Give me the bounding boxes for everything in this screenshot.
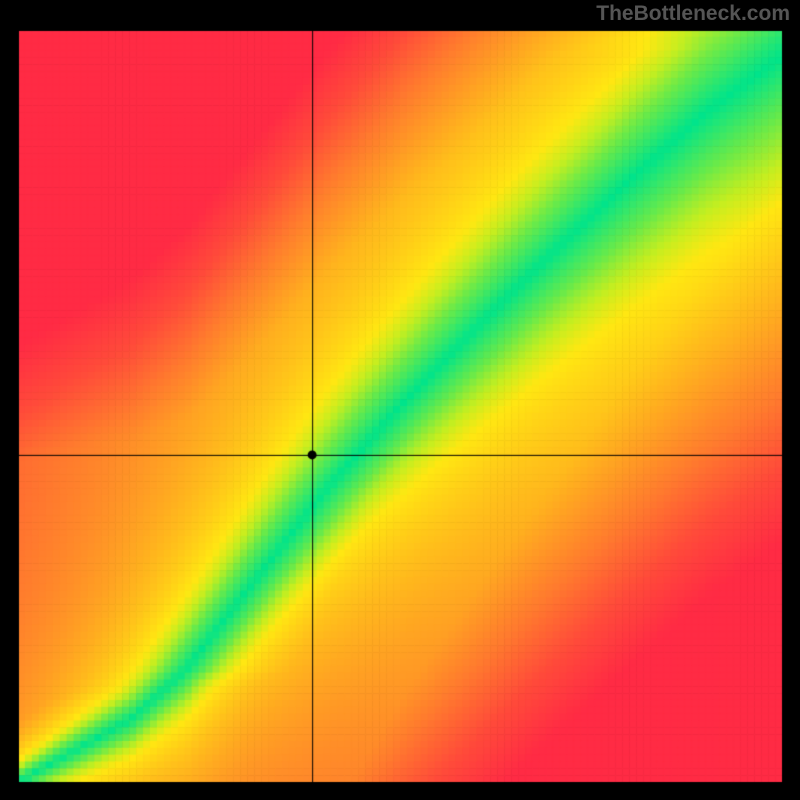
chart-container: TheBottleneck.com	[0, 0, 800, 800]
watermark-text: TheBottleneck.com	[596, 2, 790, 26]
heatmap-chart	[0, 0, 800, 800]
